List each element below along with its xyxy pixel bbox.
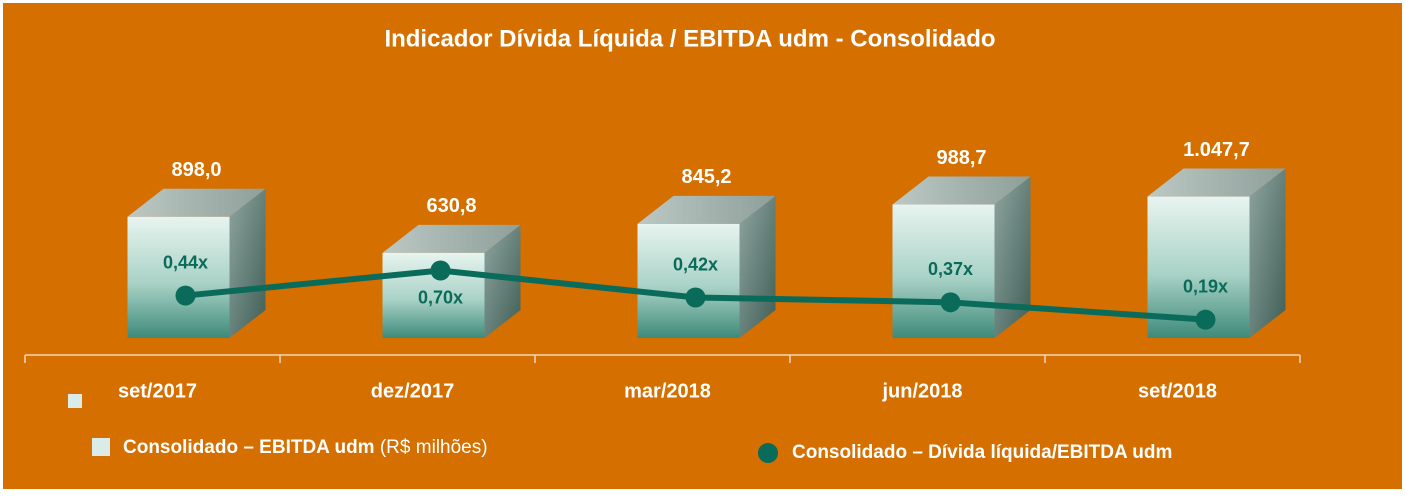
legend-marker-small — [68, 394, 82, 408]
line-value-label: 0,70x — [418, 287, 463, 307]
line-value-label: 0,44x — [163, 252, 208, 272]
line-value-label: 0,37x — [928, 259, 973, 279]
bar-side — [739, 195, 776, 338]
line-point — [175, 285, 196, 306]
line-point — [940, 292, 961, 313]
bar-value-label: 1.047,7 — [1183, 139, 1250, 161]
bar-value-label: 988,7 — [936, 147, 986, 169]
line-point — [430, 260, 451, 281]
bar-top — [127, 188, 266, 217]
x-tick-label: jun/2018 — [881, 380, 962, 402]
x-tick-label: set/2018 — [1138, 380, 1217, 402]
line-value-label: 0,19x — [1183, 276, 1228, 296]
bar-value-label: 630,8 — [426, 195, 476, 217]
legend-bar-swatch — [92, 438, 110, 456]
bar-value-label: 845,2 — [681, 166, 731, 188]
x-tick-label: set/2017 — [118, 380, 197, 402]
x-tick-label: dez/2017 — [371, 380, 454, 402]
legend-line-swatch — [758, 443, 778, 463]
bar-side — [229, 188, 266, 338]
bar-top — [1147, 168, 1286, 197]
line-point — [685, 287, 706, 308]
bar — [637, 223, 740, 338]
chart-title: Indicador Dívida Líquida / EBITDA udm - … — [384, 25, 995, 52]
line-value-label: 0,42x — [673, 254, 718, 274]
bar-top — [892, 176, 1031, 205]
line-point — [1195, 309, 1216, 330]
bar-top — [637, 195, 776, 224]
bar — [892, 204, 995, 338]
bar-top — [382, 224, 521, 253]
legend-line-label: Consolidado – Dívida líquida/EBITDA udm — [792, 442, 1172, 463]
bar-side — [994, 176, 1031, 338]
bar — [127, 216, 230, 338]
legend-bar-label: Consolidado – EBITDA udm (R$ milhões) — [123, 437, 488, 458]
x-tick-label: mar/2018 — [624, 380, 711, 402]
bar-side — [484, 224, 521, 338]
bar-value-label: 898,0 — [171, 159, 221, 181]
bar-side — [1249, 168, 1286, 338]
